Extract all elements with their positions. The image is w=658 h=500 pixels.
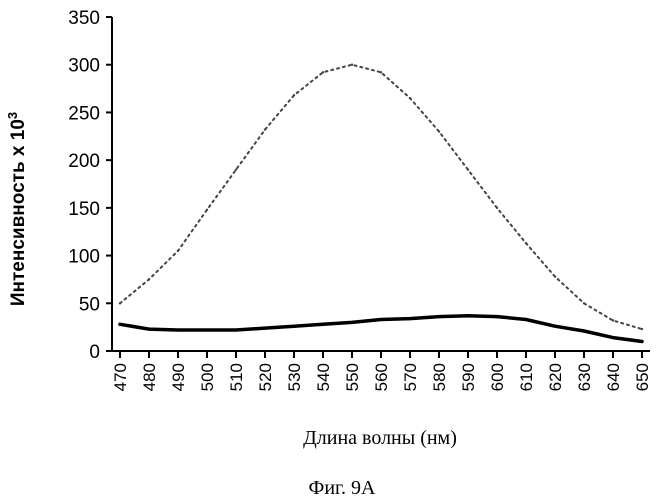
- data-point: [293, 94, 295, 96]
- data-point: [641, 328, 643, 330]
- data-point: [293, 325, 296, 328]
- x-axis-label: Длина волны (нм): [303, 427, 457, 449]
- data-point: [235, 168, 237, 170]
- x-tick-label: 550: [343, 363, 362, 391]
- data-point: [409, 97, 411, 99]
- x-tick-label: 620: [546, 363, 565, 391]
- data-point: [322, 71, 324, 73]
- x-tick-label: 480: [140, 363, 159, 391]
- data-point: [322, 323, 325, 326]
- data-point: [467, 314, 470, 317]
- data-point: [119, 302, 121, 304]
- data-point: [641, 340, 644, 343]
- series-line-dotted: [120, 65, 642, 329]
- series-layer: [119, 64, 644, 343]
- data-point: [496, 207, 498, 209]
- data-point: [351, 64, 353, 66]
- y-tick-label: 200: [68, 151, 100, 172]
- data-point: [380, 318, 383, 321]
- data-point: [264, 128, 266, 130]
- data-point: [438, 130, 440, 132]
- x-tick-label: 470: [111, 363, 130, 391]
- data-point: [438, 315, 441, 318]
- data-point: [525, 242, 527, 244]
- y-tick-label: 50: [79, 294, 100, 315]
- y-axis-label-main: Интенсивность x 10: [8, 119, 29, 306]
- x-tick-label: 590: [459, 363, 478, 391]
- data-point: [583, 329, 586, 332]
- data-point: [467, 168, 469, 170]
- data-point: [612, 319, 614, 321]
- y-tick-label: 0: [89, 342, 100, 363]
- y-tick-label: 350: [68, 8, 100, 29]
- y-axis-label-sup: 3: [5, 112, 20, 119]
- data-point: [206, 329, 209, 332]
- x-tick-label: 510: [227, 363, 246, 391]
- y-tick-label: 100: [68, 247, 100, 268]
- data-point: [583, 302, 585, 304]
- data-point: [554, 325, 557, 328]
- data-point: [206, 209, 208, 211]
- x-tick-label: 630: [575, 363, 594, 391]
- data-point: [235, 329, 238, 332]
- x-tick-label: 490: [169, 363, 188, 391]
- x-tick-label: 530: [285, 363, 304, 391]
- data-point: [119, 323, 122, 326]
- x-tick-label: 650: [633, 363, 652, 391]
- data-point: [612, 336, 615, 339]
- x-tick-label: 580: [430, 363, 449, 391]
- data-point: [177, 329, 180, 332]
- data-point: [380, 71, 382, 73]
- figure-caption: Фиг. 9А: [309, 477, 376, 499]
- data-point: [351, 321, 354, 324]
- y-tick-label: 300: [68, 56, 100, 77]
- x-axis-ticks: 470 480 490 500 510 520 530 540 550 560 570 580 590 6…: [111, 351, 652, 391]
- y-tick-label: 150: [68, 199, 100, 220]
- x-tick-label: 610: [517, 363, 536, 391]
- data-point: [148, 328, 151, 331]
- data-point: [177, 250, 179, 252]
- y-tick-label: 250: [68, 103, 100, 124]
- x-tick-label: 600: [488, 363, 507, 391]
- x-tick-label: 560: [372, 363, 391, 391]
- data-point: [496, 315, 499, 318]
- x-tick-label: 500: [198, 363, 217, 391]
- x-tick-label: 640: [604, 363, 623, 391]
- x-tick-label: 540: [314, 363, 333, 391]
- x-tick-label: 570: [401, 363, 420, 391]
- y-axis-label: Интенсивность x 103: [5, 112, 30, 306]
- y-axis-ticks: 0 50 100 150 200 250 300 350: [68, 8, 112, 363]
- x-tick-label: 520: [256, 363, 275, 391]
- data-point: [409, 317, 412, 320]
- data-point: [264, 327, 267, 330]
- data-point: [554, 275, 556, 277]
- data-point: [525, 318, 528, 321]
- data-point: [148, 278, 150, 280]
